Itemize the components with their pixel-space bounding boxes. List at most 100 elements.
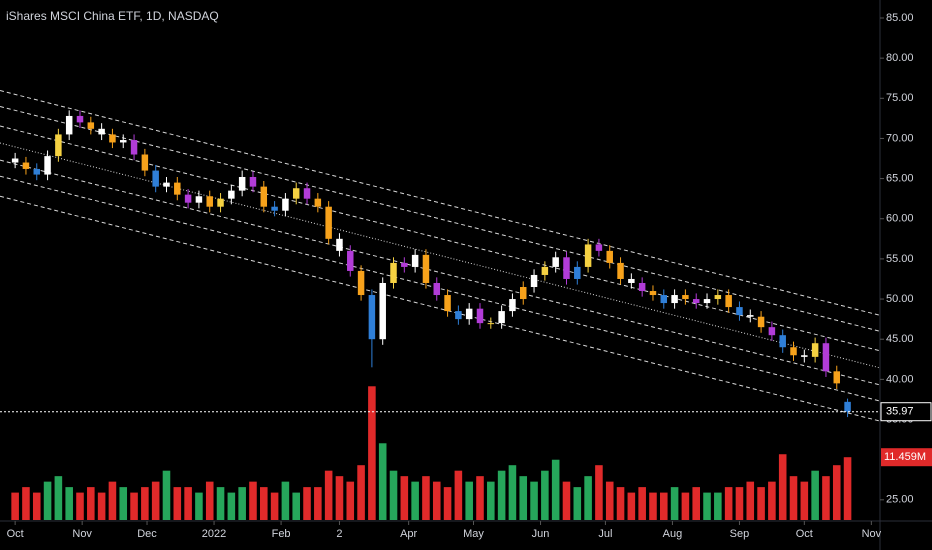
candle-body [379,282,386,340]
y-tick-label: 75.00 [886,92,914,104]
candle-body [714,295,722,300]
candle-body [487,323,495,325]
volume-bar [368,386,376,520]
candle-body [184,194,192,203]
volume-bar [627,492,636,520]
y-tick-label: 50.00 [886,293,914,305]
volume-bar [378,443,387,520]
candle-body [465,308,473,320]
volume-bar [681,492,690,520]
y-tick-label: 80.00 [886,52,914,64]
candle-body [606,250,613,263]
candle-body [357,270,365,296]
candle-body [347,250,354,271]
volume-bar [530,481,538,520]
candle-body [368,295,376,340]
volume-bar [119,487,128,520]
volume-bar [151,481,160,520]
candle-body [260,186,268,207]
candle-body [325,206,332,239]
volume-bar [173,487,182,520]
candle-body [790,347,797,356]
y-tick-label: 85.00 [886,12,914,24]
volume-bar [432,481,441,520]
volume-bar [757,487,765,520]
volume-bar [76,492,84,520]
volume-bar [465,481,473,520]
volume-bar [778,454,787,520]
volume-bar [281,481,290,520]
volume-bar [562,481,571,520]
candle-body [768,327,776,336]
volume-bar [703,492,711,520]
channel-line [0,159,881,386]
volume-bar [519,476,528,520]
volume-bar [811,470,819,520]
volume-label: 11.459M [884,451,926,463]
candle-body [238,176,246,191]
candle-body [303,188,311,199]
volume-bar [65,487,73,520]
volume-bar [541,470,549,520]
candle-body [217,198,224,207]
volume-bar [487,481,495,520]
last-price-label: 35.97 [886,406,914,418]
channel-line [0,195,881,422]
volume-bar [324,470,333,520]
volume-bar [746,481,755,520]
candle-body [336,238,343,251]
x-tick-label: Oct [7,528,24,540]
x-tick-label: Sep [730,528,750,540]
candle-body [811,343,819,357]
chart-title: iShares MSCI China ETF, 1D, NASDAQ [6,9,219,23]
candle-body [206,196,213,207]
candle-body [120,140,127,143]
channel-line [0,125,881,352]
volume-bar [605,481,614,520]
candle-body [649,291,657,296]
x-tick-label: Jul [598,528,612,540]
candle-body [271,206,278,211]
candle-body [682,295,689,300]
candle-body [822,343,830,372]
candle-body [314,198,322,207]
volume-bar [822,476,830,520]
volume-bar [141,487,149,520]
y-tick-label: 55.00 [886,253,914,265]
x-tick-label: Jun [532,528,550,540]
candle-body [433,282,440,296]
candle-body [476,308,484,324]
volume-bar [832,465,841,520]
candle-body [98,128,105,135]
volume-bar [11,492,19,520]
candle-body [195,196,203,203]
volume-bar [497,470,506,520]
candle-body [22,162,30,169]
volume-bar [724,487,733,520]
volume-bar [638,487,646,520]
volume-bar [422,476,430,520]
x-tick-label: Aug [663,528,683,540]
volume-bar [195,492,203,520]
candle-body [44,156,51,175]
candle-body [390,262,397,283]
volume-bar [314,487,322,520]
candle-body [228,190,235,199]
volume-bar [249,481,257,520]
candle-body [11,158,19,163]
candle-body [584,244,592,267]
volume-bar [205,481,214,520]
candle-body [628,278,635,283]
candle-body [76,115,84,123]
y-tick-label: 40.00 [886,373,914,385]
channel-line [0,90,881,316]
candle-body [65,115,73,135]
y-tick-label: 70.00 [886,132,914,144]
candle-body [671,295,678,304]
x-tick-label: Nov [72,528,92,540]
volume-bar [54,476,63,520]
candle-body [282,198,289,211]
candle-body [55,134,62,157]
candle-body [595,244,603,251]
